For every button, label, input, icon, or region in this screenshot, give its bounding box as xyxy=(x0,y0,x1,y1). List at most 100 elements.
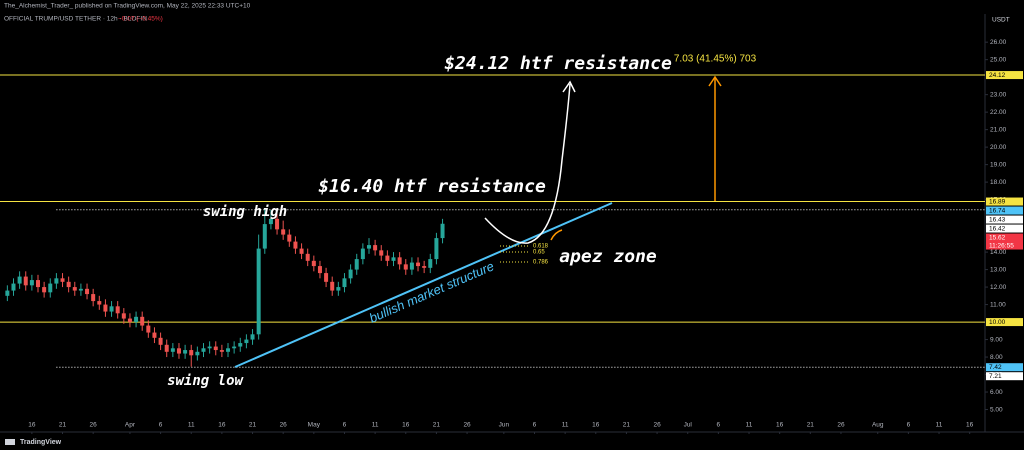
candle-body xyxy=(72,287,77,291)
candle-body xyxy=(299,248,304,254)
level-box xyxy=(986,363,1023,372)
level-label: 16.42 xyxy=(989,225,1006,232)
y-tick-label: 26.00 xyxy=(990,39,1007,46)
candle-body xyxy=(201,348,206,352)
x-tick-label: 26 xyxy=(463,422,471,429)
candle-body xyxy=(121,313,126,319)
candle-body xyxy=(275,218,280,230)
symbol: OFFICIAL TRUMP/USD TETHER · 12h · BLOFIN xyxy=(4,16,147,23)
x-tick-label: 26 xyxy=(837,422,845,429)
candle-body xyxy=(115,306,120,314)
x-tick-label: 21 xyxy=(249,422,257,429)
level-box xyxy=(986,372,1023,381)
candle-body xyxy=(97,301,102,305)
candle-body xyxy=(366,245,371,249)
y-tick-label: 6.00 xyxy=(990,389,1003,396)
candle-body xyxy=(36,280,41,288)
candle-body xyxy=(140,316,145,326)
level-box xyxy=(986,233,1023,250)
candle-body xyxy=(152,332,157,338)
candle-body xyxy=(324,273,329,282)
level-label: 10.00 xyxy=(989,319,1006,326)
y-tick-label: 22.00 xyxy=(990,109,1007,116)
candle-body xyxy=(219,350,224,352)
y-tick-label: 13.00 xyxy=(990,266,1007,273)
candle-body xyxy=(170,348,175,352)
candle-body xyxy=(189,350,194,356)
trend-line xyxy=(234,202,613,368)
x-tick-label: Aug xyxy=(872,422,884,429)
candle-body xyxy=(109,306,114,312)
candle-body xyxy=(409,262,414,270)
x-tick-label: 6 xyxy=(533,422,537,429)
x-tick-label: 11 xyxy=(188,422,195,429)
candle-body xyxy=(416,262,421,267)
x-tick-label: 16 xyxy=(28,422,36,429)
fib-label: 0.786 xyxy=(533,260,549,266)
y-tick-label: 9.00 xyxy=(990,336,1003,343)
x-tick-label: 11 xyxy=(372,422,379,429)
x-tick-label: 21 xyxy=(433,422,441,429)
x-tick-label: 26 xyxy=(653,422,661,429)
candle-body xyxy=(268,218,273,225)
x-tick-label: 26 xyxy=(280,422,288,429)
x-tick-label: 16 xyxy=(402,422,410,429)
candle-body xyxy=(256,248,261,335)
candle-body xyxy=(262,224,267,249)
level-label: 16.43 xyxy=(989,216,1006,223)
arrow-head xyxy=(562,80,576,93)
x-tick-label: 21 xyxy=(807,422,815,429)
candle-body xyxy=(336,287,341,291)
candle-body xyxy=(397,257,402,265)
x-tick-label: Apr xyxy=(125,422,136,429)
level-label: 15.62 xyxy=(989,234,1006,241)
x-tick-label: 16 xyxy=(966,422,974,429)
brand: TradingView xyxy=(20,439,62,446)
zone-arrow xyxy=(550,229,563,241)
x-tick-label: 6 xyxy=(159,422,163,429)
level-label: 16.74 xyxy=(989,207,1006,214)
y-tick-label: 8.00 xyxy=(990,354,1003,361)
projection-arrow xyxy=(484,83,571,244)
x-tick-label: 16 xyxy=(218,422,226,429)
candle-body xyxy=(232,346,237,349)
y-tick-label: 20.00 xyxy=(990,144,1007,151)
candle-body xyxy=(330,281,335,291)
fib-label: 0.65 xyxy=(533,250,545,256)
x-tick-label: 21 xyxy=(59,422,67,429)
x-tick-label: May xyxy=(308,422,321,429)
level-box xyxy=(986,206,1023,215)
candle-body xyxy=(66,281,71,288)
candle-body xyxy=(281,229,286,235)
candle-body xyxy=(287,234,292,242)
level-box xyxy=(986,71,1023,80)
level-box xyxy=(986,197,1023,206)
level-box xyxy=(986,224,1023,233)
candle-body xyxy=(78,288,83,291)
candle-body xyxy=(85,288,90,295)
candle-body xyxy=(164,344,169,352)
level-sublabel: 11:26:55 xyxy=(989,242,1014,249)
candle-body xyxy=(103,304,108,312)
candle-body xyxy=(373,245,378,251)
currency: USDT xyxy=(992,17,1010,24)
x-tick-label: 11 xyxy=(936,422,943,429)
fib-label: 0.618 xyxy=(533,244,549,250)
y-tick-label: 5.00 xyxy=(990,406,1003,413)
candle-body xyxy=(207,346,212,349)
candle-body xyxy=(305,253,310,261)
candle-body xyxy=(428,259,433,268)
candle-body xyxy=(440,223,445,239)
level-box xyxy=(986,318,1023,327)
x-tick-label: 11 xyxy=(562,422,569,429)
x-tick-label: 6 xyxy=(907,422,911,429)
x-tick-label: Jun xyxy=(499,422,510,429)
candle-body xyxy=(422,266,427,268)
x-tick-label: Jul xyxy=(684,422,693,429)
candle-body xyxy=(158,337,163,345)
annotation: swing high xyxy=(203,204,287,220)
annotation: apez zone xyxy=(559,246,657,267)
x-tick-label: 11 xyxy=(746,422,753,429)
